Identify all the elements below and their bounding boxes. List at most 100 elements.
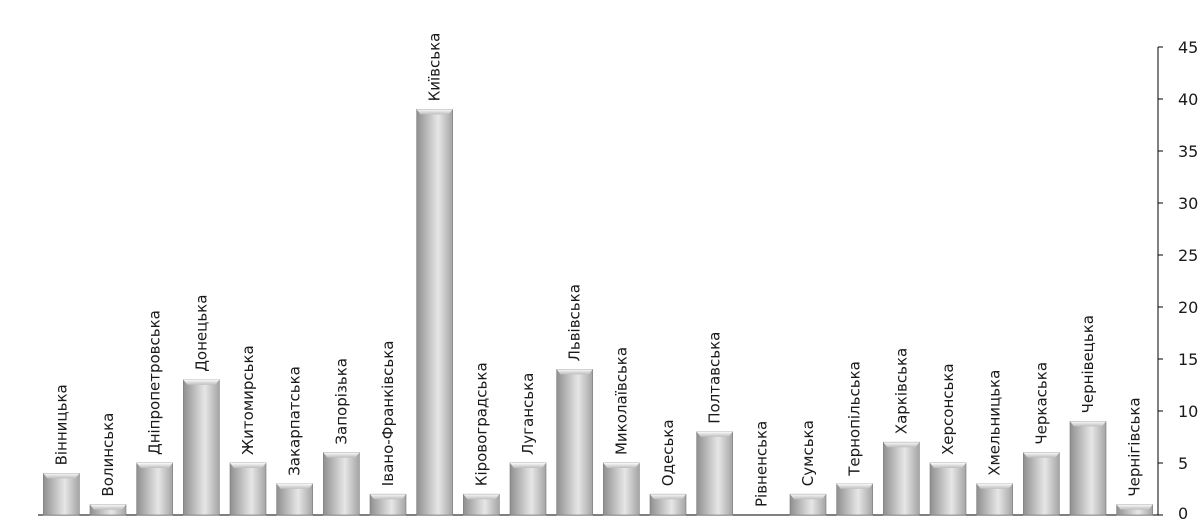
bar-19-body — [883, 441, 920, 516]
category-label-24: Чернігівська — [1126, 397, 1144, 496]
bar-11 — [509, 462, 547, 516]
bar-7-cap — [323, 452, 360, 458]
bar-21-body — [976, 483, 1013, 516]
bar-14 — [649, 493, 687, 516]
bar-3-cap — [136, 463, 173, 468]
category-label-17: Сумська — [799, 420, 817, 486]
bar-6 — [276, 483, 313, 516]
category-label-23: Чернівецька — [1079, 315, 1097, 413]
bar-22-cap — [1023, 452, 1060, 458]
category-label-10: Кіровоградська — [472, 362, 490, 486]
bar-23-body — [1069, 421, 1107, 516]
bar-20-cap — [930, 463, 966, 468]
bars-group — [43, 109, 1153, 516]
bar-9 — [416, 109, 453, 516]
bar-5 — [229, 462, 267, 516]
bar-6-body — [276, 483, 313, 516]
bar-12-cap — [556, 369, 593, 375]
category-label-1: Вінницька — [52, 384, 70, 465]
bar-20 — [929, 462, 967, 516]
bar-24 — [1116, 504, 1153, 516]
bar-22 — [1023, 452, 1060, 516]
bar-19-cap — [883, 442, 920, 448]
bar-11-body — [509, 462, 547, 516]
bar-8 — [369, 493, 407, 516]
bar-9-body — [416, 109, 453, 516]
bar-1 — [43, 473, 80, 516]
bar-12 — [556, 369, 593, 516]
bar-23-cap — [1070, 421, 1106, 427]
bar-10-cap — [463, 494, 500, 500]
y-tick-label-30: 30 — [1178, 194, 1198, 213]
category-label-13: Миколаївська — [612, 347, 630, 455]
bar-22-body — [1023, 452, 1060, 516]
bar-5-cap — [230, 463, 266, 468]
bar-15 — [696, 431, 733, 516]
bar-18-body — [836, 483, 873, 516]
bar-13-body — [603, 462, 640, 516]
category-label-2: Волинська — [99, 413, 117, 497]
category-label-14: Одеська — [659, 419, 677, 486]
category-label-12: Львівська — [566, 284, 584, 361]
category-label-21: Хмельницька — [986, 370, 1004, 476]
y-tick-label-25: 25 — [1178, 246, 1198, 265]
bar-6-cap — [276, 483, 313, 489]
bar-20-body — [929, 462, 967, 516]
bar-13-cap — [603, 463, 640, 468]
bar-21 — [976, 483, 1013, 516]
bar-19 — [883, 441, 920, 516]
category-label-15: Полтавська — [706, 332, 724, 424]
bar-4 — [183, 379, 220, 516]
category-label-20: Херсонська — [939, 363, 957, 455]
category-label-11: Луганська — [519, 373, 537, 455]
y-tick-label-40: 40 — [1178, 90, 1198, 109]
bar-4-body — [183, 379, 220, 516]
y-tick-label-45: 45 — [1178, 38, 1198, 57]
bar-18 — [836, 483, 873, 516]
category-labels: Вінницька Волинська Дніпропетровська Донець… — [52, 33, 1143, 507]
bar-5-body — [229, 462, 267, 516]
category-label-19: Харківська — [892, 348, 910, 434]
bar-7-body — [323, 452, 360, 516]
bar-7 — [323, 452, 360, 516]
category-label-3: Дніпропетровська — [146, 310, 164, 455]
bar-23 — [1069, 421, 1107, 516]
y-tick-label-20: 20 — [1178, 298, 1198, 317]
bar-3 — [136, 462, 173, 516]
category-label-8: Івано-Франківська — [379, 340, 397, 486]
bar-2 — [89, 504, 127, 516]
category-label-22: Черкаська — [1032, 362, 1050, 445]
y-tick-label-0: 0 — [1178, 504, 1188, 521]
bar-8-cap — [370, 494, 406, 500]
bar-21-cap — [976, 483, 1013, 489]
bar-17-cap — [790, 494, 826, 500]
bar-18-cap — [836, 483, 873, 489]
y-tick-label-10: 10 — [1178, 402, 1198, 421]
bar-24-cap — [1116, 504, 1153, 510]
bar-10 — [463, 493, 500, 516]
y-tick-label-35: 35 — [1178, 142, 1198, 161]
y-axis-ticks: 0 5 10 15 20 25 30 35 40 45 — [1158, 38, 1198, 521]
category-label-16: Рівненська — [752, 421, 770, 507]
category-label-6: Закарпатська — [286, 366, 304, 476]
bar-13 — [603, 462, 640, 516]
bar-15-cap — [696, 431, 733, 437]
bar-3-body — [136, 462, 173, 516]
bar-11-cap — [510, 463, 546, 468]
bar-12-body — [556, 369, 593, 516]
bar-1-cap — [43, 473, 80, 479]
category-label-4: Донецька — [192, 295, 210, 372]
y-tick-label-5: 5 — [1178, 454, 1188, 473]
bar-17 — [789, 493, 827, 516]
bar-14-cap — [650, 494, 686, 500]
category-label-18: Тернопільська — [846, 361, 864, 477]
bar-15-body — [696, 431, 733, 516]
y-tick-label-15: 15 — [1178, 350, 1198, 369]
bar-4-cap — [183, 379, 220, 385]
bar-9-cap — [416, 109, 453, 115]
category-label-9: Київська — [426, 33, 444, 102]
bar-2-cap — [90, 504, 126, 510]
bar-1-body — [43, 473, 80, 516]
category-label-7: Запорізька — [332, 358, 350, 445]
